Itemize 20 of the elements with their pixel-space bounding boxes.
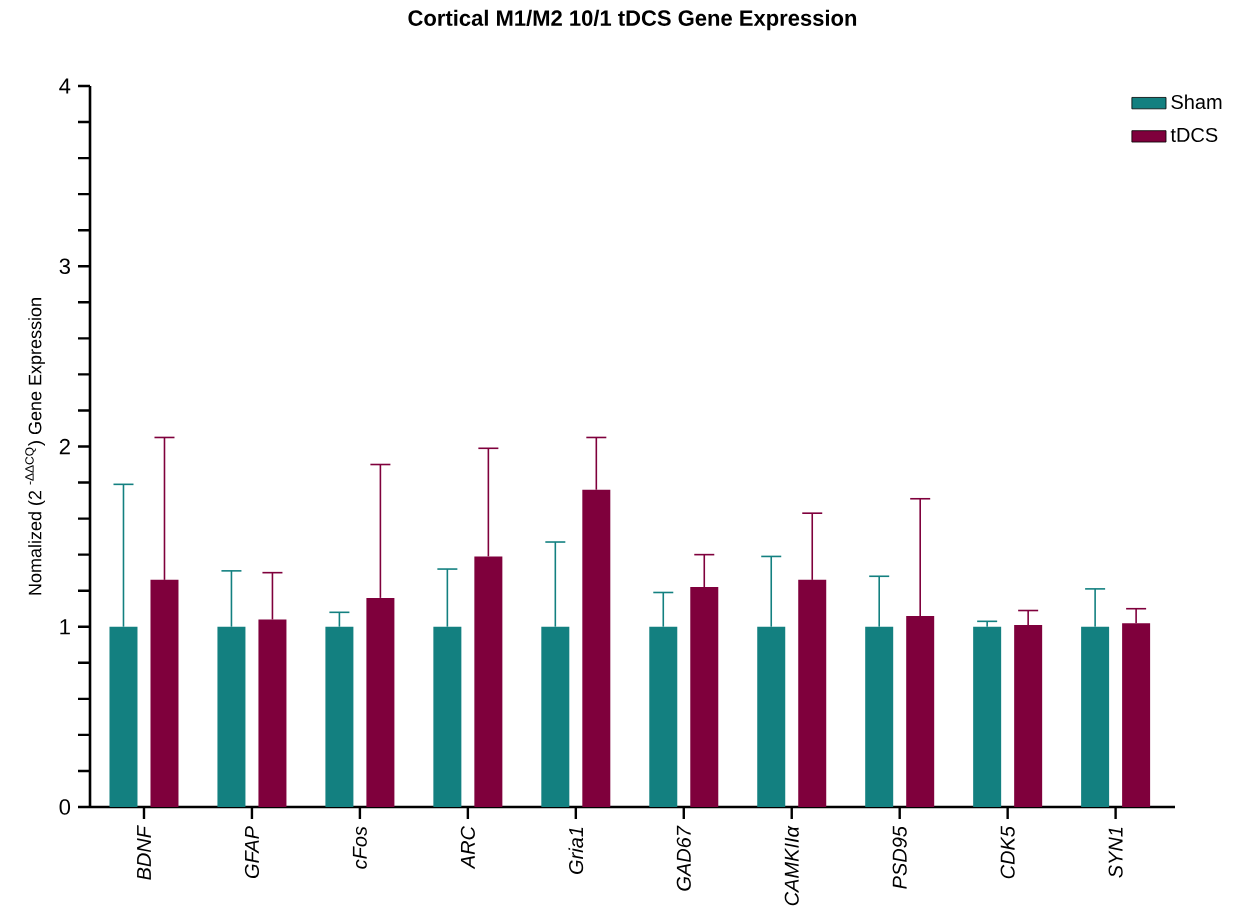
legend-label: Sham xyxy=(1171,94,1222,110)
y-tick-label: 0 xyxy=(59,799,71,815)
y-tick-label: 1 xyxy=(60,619,70,635)
x-tick-label: CAMKIIα xyxy=(784,825,799,906)
y-tick-label: 4 xyxy=(59,78,71,94)
legend-label: tDCS xyxy=(1170,127,1218,143)
y-tick-label: 2 xyxy=(59,438,70,455)
y-axis-title: Nomalized (2 $^{-ΔΔCQ}$) Gene Expression xyxy=(25,298,45,595)
bar xyxy=(973,626,1002,807)
y-tick-label: 3 xyxy=(59,258,70,275)
x-tick-label: GAD67 xyxy=(676,825,691,891)
x-tick-label: GFAP xyxy=(244,826,260,879)
x-tick-label: ARC xyxy=(460,825,475,870)
x-tick-label: cFos xyxy=(352,826,367,869)
x-tick-label: Gria1 xyxy=(568,827,584,874)
x-tick-label: CDK5 xyxy=(1000,826,1015,879)
x-tick-label: SYN1 xyxy=(1108,827,1123,878)
x-tick-label: BDNF xyxy=(137,825,151,880)
chart-title: Cortical M1/M2 10/1 tDCS Gene Expression xyxy=(408,9,857,31)
x-tick-label: PSD95 xyxy=(892,826,907,889)
